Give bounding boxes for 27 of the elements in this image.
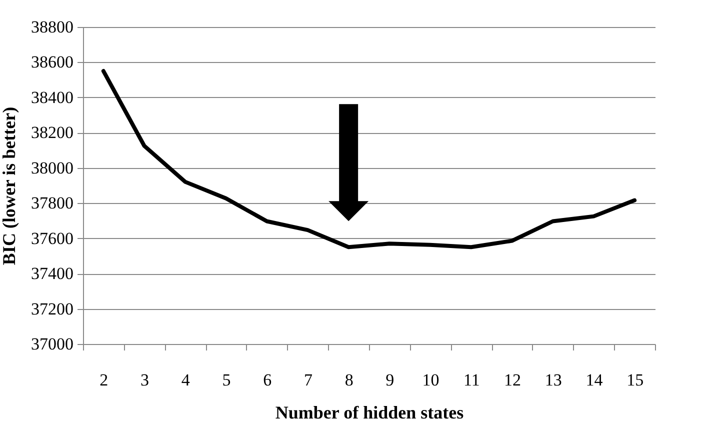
- y-tick-label: 38000: [31, 158, 74, 178]
- x-tick-label: 14: [586, 370, 604, 390]
- y-tick-label: 38800: [31, 18, 74, 36]
- x-tick-label: 10: [422, 370, 440, 390]
- x-tick-label: 7: [304, 370, 313, 390]
- x-tick-label: 3: [140, 370, 150, 390]
- x-tick-label: 4: [181, 370, 190, 390]
- y-tick-label: 38400: [31, 88, 74, 107]
- x-tick-label: 6: [263, 370, 272, 390]
- x-tick-label: 15: [626, 370, 644, 390]
- y-tick-label: 38600: [31, 52, 74, 72]
- y-tick-label: 37800: [31, 194, 74, 213]
- x-tick-label: 11: [463, 370, 480, 390]
- x-tick-label: 9: [386, 370, 394, 390]
- x-tick-label: 13: [544, 370, 562, 390]
- x-tick-label: 5: [222, 370, 231, 390]
- x-tick-label: 2: [100, 370, 108, 390]
- y-tick-label: 37600: [31, 228, 74, 248]
- y-tick-label: 37400: [31, 264, 74, 284]
- x-tick-label: 12: [504, 370, 521, 390]
- x-axis-title: Number of hidden states: [275, 402, 464, 422]
- y-tick-label: 37000: [31, 334, 74, 354]
- y-tick-label: 37200: [31, 299, 74, 318]
- line-series: [101, 69, 637, 250]
- y-tick-label: 38200: [31, 123, 74, 142]
- x-tick-label: 8: [344, 370, 354, 390]
- y-axis-title: BIC (lower is better): [0, 106, 19, 266]
